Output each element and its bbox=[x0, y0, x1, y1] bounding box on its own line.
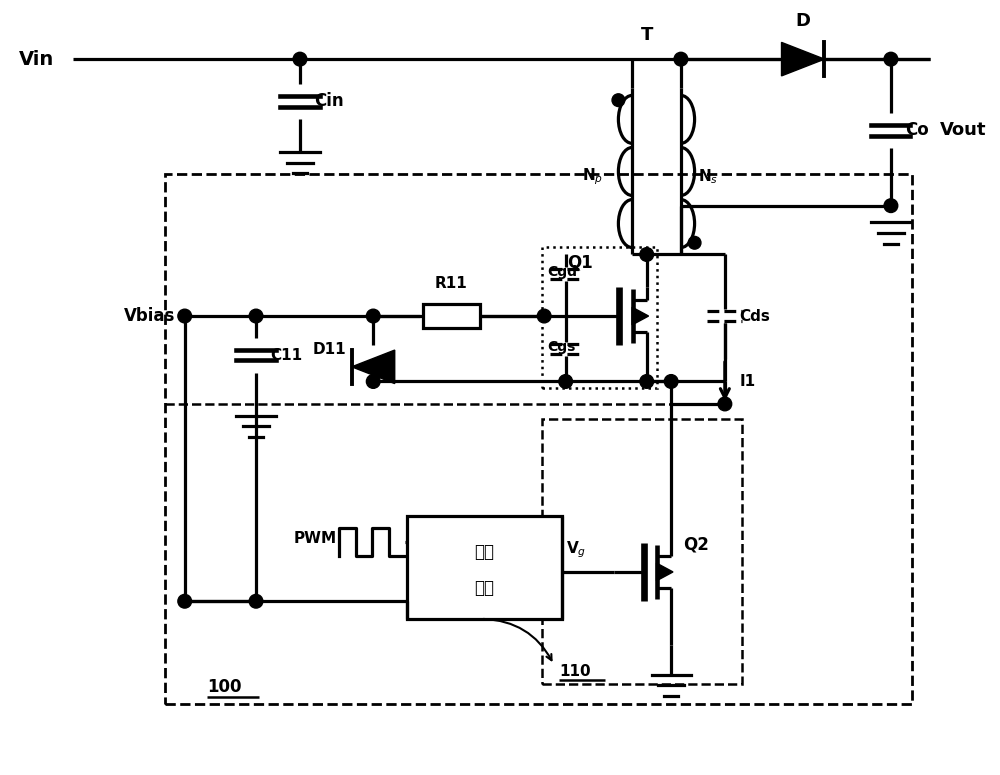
Circle shape bbox=[674, 52, 688, 66]
Text: 110: 110 bbox=[559, 664, 590, 680]
Circle shape bbox=[178, 309, 192, 323]
Circle shape bbox=[664, 374, 678, 388]
Text: Cgd: Cgd bbox=[547, 265, 577, 279]
Text: C11: C11 bbox=[271, 348, 303, 363]
Circle shape bbox=[688, 236, 701, 249]
Circle shape bbox=[884, 52, 898, 66]
Circle shape bbox=[293, 52, 307, 66]
Text: Cin: Cin bbox=[315, 92, 344, 110]
Circle shape bbox=[559, 374, 572, 388]
Polygon shape bbox=[782, 43, 824, 76]
Circle shape bbox=[718, 397, 732, 411]
Circle shape bbox=[884, 199, 898, 212]
Text: I1: I1 bbox=[740, 374, 756, 389]
Text: Q1: Q1 bbox=[567, 253, 593, 271]
Circle shape bbox=[612, 94, 625, 106]
Text: R11: R11 bbox=[435, 276, 468, 291]
Circle shape bbox=[640, 374, 654, 388]
Text: T: T bbox=[641, 26, 653, 43]
Circle shape bbox=[537, 309, 551, 323]
Polygon shape bbox=[632, 307, 649, 325]
Circle shape bbox=[178, 594, 192, 608]
Bar bbox=[423, 305, 480, 328]
Text: Cgs: Cgs bbox=[547, 340, 575, 354]
Text: Vbias: Vbias bbox=[124, 307, 175, 325]
Polygon shape bbox=[352, 350, 395, 384]
Text: N$_s$: N$_s$ bbox=[698, 167, 719, 186]
Circle shape bbox=[366, 374, 380, 388]
Text: PWM: PWM bbox=[294, 531, 337, 546]
Text: D11: D11 bbox=[312, 342, 346, 357]
Text: 驱动: 驱动 bbox=[475, 543, 495, 561]
Text: Vin: Vin bbox=[19, 50, 54, 69]
Text: 单元: 单元 bbox=[475, 579, 495, 597]
Polygon shape bbox=[656, 563, 673, 580]
Text: D: D bbox=[796, 12, 811, 30]
Text: 100: 100 bbox=[207, 678, 242, 696]
Text: Co: Co bbox=[906, 122, 929, 140]
Text: Cds: Cds bbox=[740, 308, 770, 323]
Text: Q2: Q2 bbox=[683, 536, 709, 553]
Text: Vout: Vout bbox=[940, 122, 986, 140]
Circle shape bbox=[249, 594, 263, 608]
Bar bbox=[407, 516, 562, 618]
Circle shape bbox=[249, 309, 263, 323]
Text: V$_g$: V$_g$ bbox=[566, 539, 586, 560]
Circle shape bbox=[640, 248, 654, 261]
Text: N$_p$: N$_p$ bbox=[582, 166, 603, 187]
Circle shape bbox=[366, 309, 380, 323]
